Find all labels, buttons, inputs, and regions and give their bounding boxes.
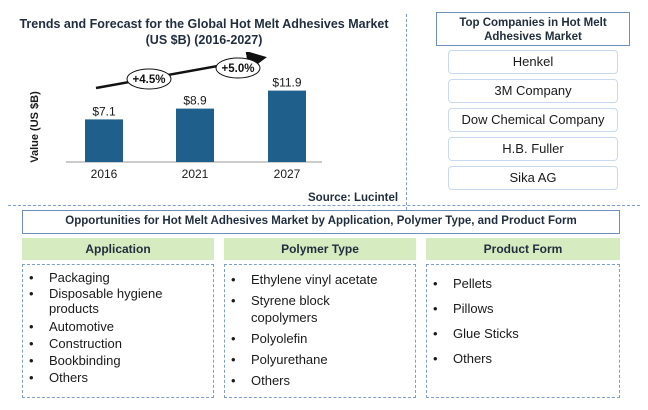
column-header-product-form: Product Form bbox=[426, 238, 620, 260]
list-item: Bookbinding bbox=[23, 352, 213, 369]
opportunities-header: Opportunities for Hot Melt Adhesives Mar… bbox=[22, 210, 620, 234]
product-form-list: Pellets Pillows Glue Sticks Others bbox=[427, 275, 619, 367]
list-item: Others bbox=[225, 372, 415, 389]
growth-badge bbox=[215, 57, 261, 79]
list-item: Polyurethane bbox=[225, 351, 415, 368]
column-header-application: Application bbox=[22, 238, 214, 260]
company-item: H.B. Fuller bbox=[448, 137, 618, 161]
list-item: Others bbox=[427, 350, 619, 367]
polymer-type-list: Ethylene vinyl acetate Styrene block cop… bbox=[225, 271, 415, 389]
bar-2027 bbox=[268, 90, 306, 162]
company-item: Henkel bbox=[448, 50, 618, 74]
company-item: 3M Company bbox=[448, 79, 618, 103]
list-item: Automotive bbox=[23, 318, 213, 335]
list-item: Disposable hygiene products bbox=[23, 286, 213, 316]
list-item: Ethylene vinyl acetate bbox=[225, 271, 415, 288]
companies-header: Top Companies in Hot Melt Adhesives Mark… bbox=[436, 12, 630, 46]
vertical-divider bbox=[406, 14, 407, 210]
chart-title: Trends and Forecast for the Global Hot M… bbox=[19, 17, 389, 47]
polymer-type-list-box: Ethylene vinyl acetate Styrene block cop… bbox=[224, 264, 416, 398]
growth-label: +5.0% bbox=[222, 63, 255, 75]
list-item: Pillows bbox=[427, 300, 619, 317]
list-item: Pellets bbox=[427, 275, 619, 292]
bar-value-label: $8.9 bbox=[183, 94, 207, 108]
company-item: Sika AG bbox=[448, 166, 618, 190]
list-item: Others bbox=[23, 369, 213, 386]
x-tick-label: 2021 bbox=[182, 167, 209, 181]
company-item: Dow Chemical Company bbox=[448, 108, 618, 132]
bar-value-label: $11.9 bbox=[272, 76, 301, 90]
application-list: Packaging Disposable hygiene products Au… bbox=[23, 269, 213, 386]
column-header-polymer-type: Polymer Type bbox=[224, 238, 416, 260]
list-item: Glue Sticks bbox=[427, 325, 619, 342]
horizontal-divider bbox=[8, 205, 640, 206]
x-tick-label: 2016 bbox=[91, 167, 118, 181]
bar-chart: Value (US $B) $7.12016$8.92021$11.92027 … bbox=[29, 52, 322, 181]
product-form-list-box: Pellets Pillows Glue Sticks Others bbox=[426, 264, 620, 398]
list-item: Polyolefin bbox=[225, 330, 415, 347]
bar-value-label: $7.1 bbox=[92, 104, 116, 118]
y-axis-label: Value (US $B) bbox=[29, 91, 41, 163]
chart-source: Source: Lucintel bbox=[308, 192, 399, 204]
x-tick-label: 2027 bbox=[274, 167, 301, 181]
list-item: Construction bbox=[23, 335, 213, 352]
bar-2016 bbox=[85, 119, 123, 162]
growth-badge bbox=[126, 68, 172, 90]
list-item: Styrene block copolymers bbox=[225, 292, 415, 326]
bar-2021 bbox=[176, 108, 214, 162]
list-item: Packaging bbox=[23, 269, 213, 286]
application-list-box: Packaging Disposable hygiene products Au… bbox=[22, 264, 214, 398]
growth-label: +4.5% bbox=[133, 74, 166, 86]
